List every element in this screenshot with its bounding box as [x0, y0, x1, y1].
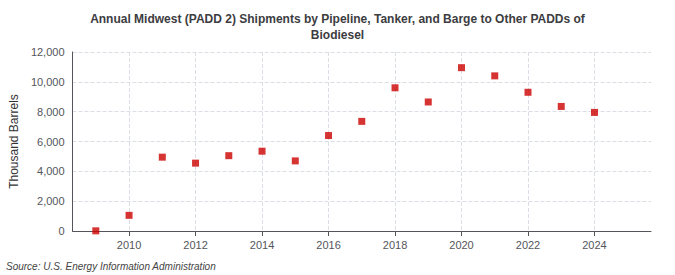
svg-text:10,000: 10,000	[31, 76, 65, 88]
svg-text:8,000: 8,000	[37, 106, 65, 118]
svg-text:2014: 2014	[250, 239, 274, 251]
svg-text:6,000: 6,000	[37, 136, 65, 148]
svg-text:Annual Midwest (PADD 2) Shipme: Annual Midwest (PADD 2) Shipments by Pip…	[90, 12, 586, 26]
svg-text:2022: 2022	[516, 239, 540, 251]
svg-text:2016: 2016	[316, 239, 340, 251]
svg-text:4,000: 4,000	[37, 165, 65, 177]
svg-text:12,000: 12,000	[31, 46, 65, 58]
svg-text:2024: 2024	[582, 239, 606, 251]
svg-text:Biodiesel: Biodiesel	[311, 28, 364, 42]
svg-text:2,000: 2,000	[37, 195, 65, 207]
svg-text:2018: 2018	[383, 239, 407, 251]
svg-text:2010: 2010	[117, 239, 141, 251]
svg-text:Thousand Barrels: Thousand Barrels	[7, 94, 21, 189]
svg-text:2012: 2012	[183, 239, 207, 251]
svg-text:0: 0	[58, 225, 64, 237]
svg-text:Source: U.S. Energy Informatio: Source: U.S. Energy Information Administ…	[6, 261, 216, 272]
svg-text:2020: 2020	[449, 239, 473, 251]
